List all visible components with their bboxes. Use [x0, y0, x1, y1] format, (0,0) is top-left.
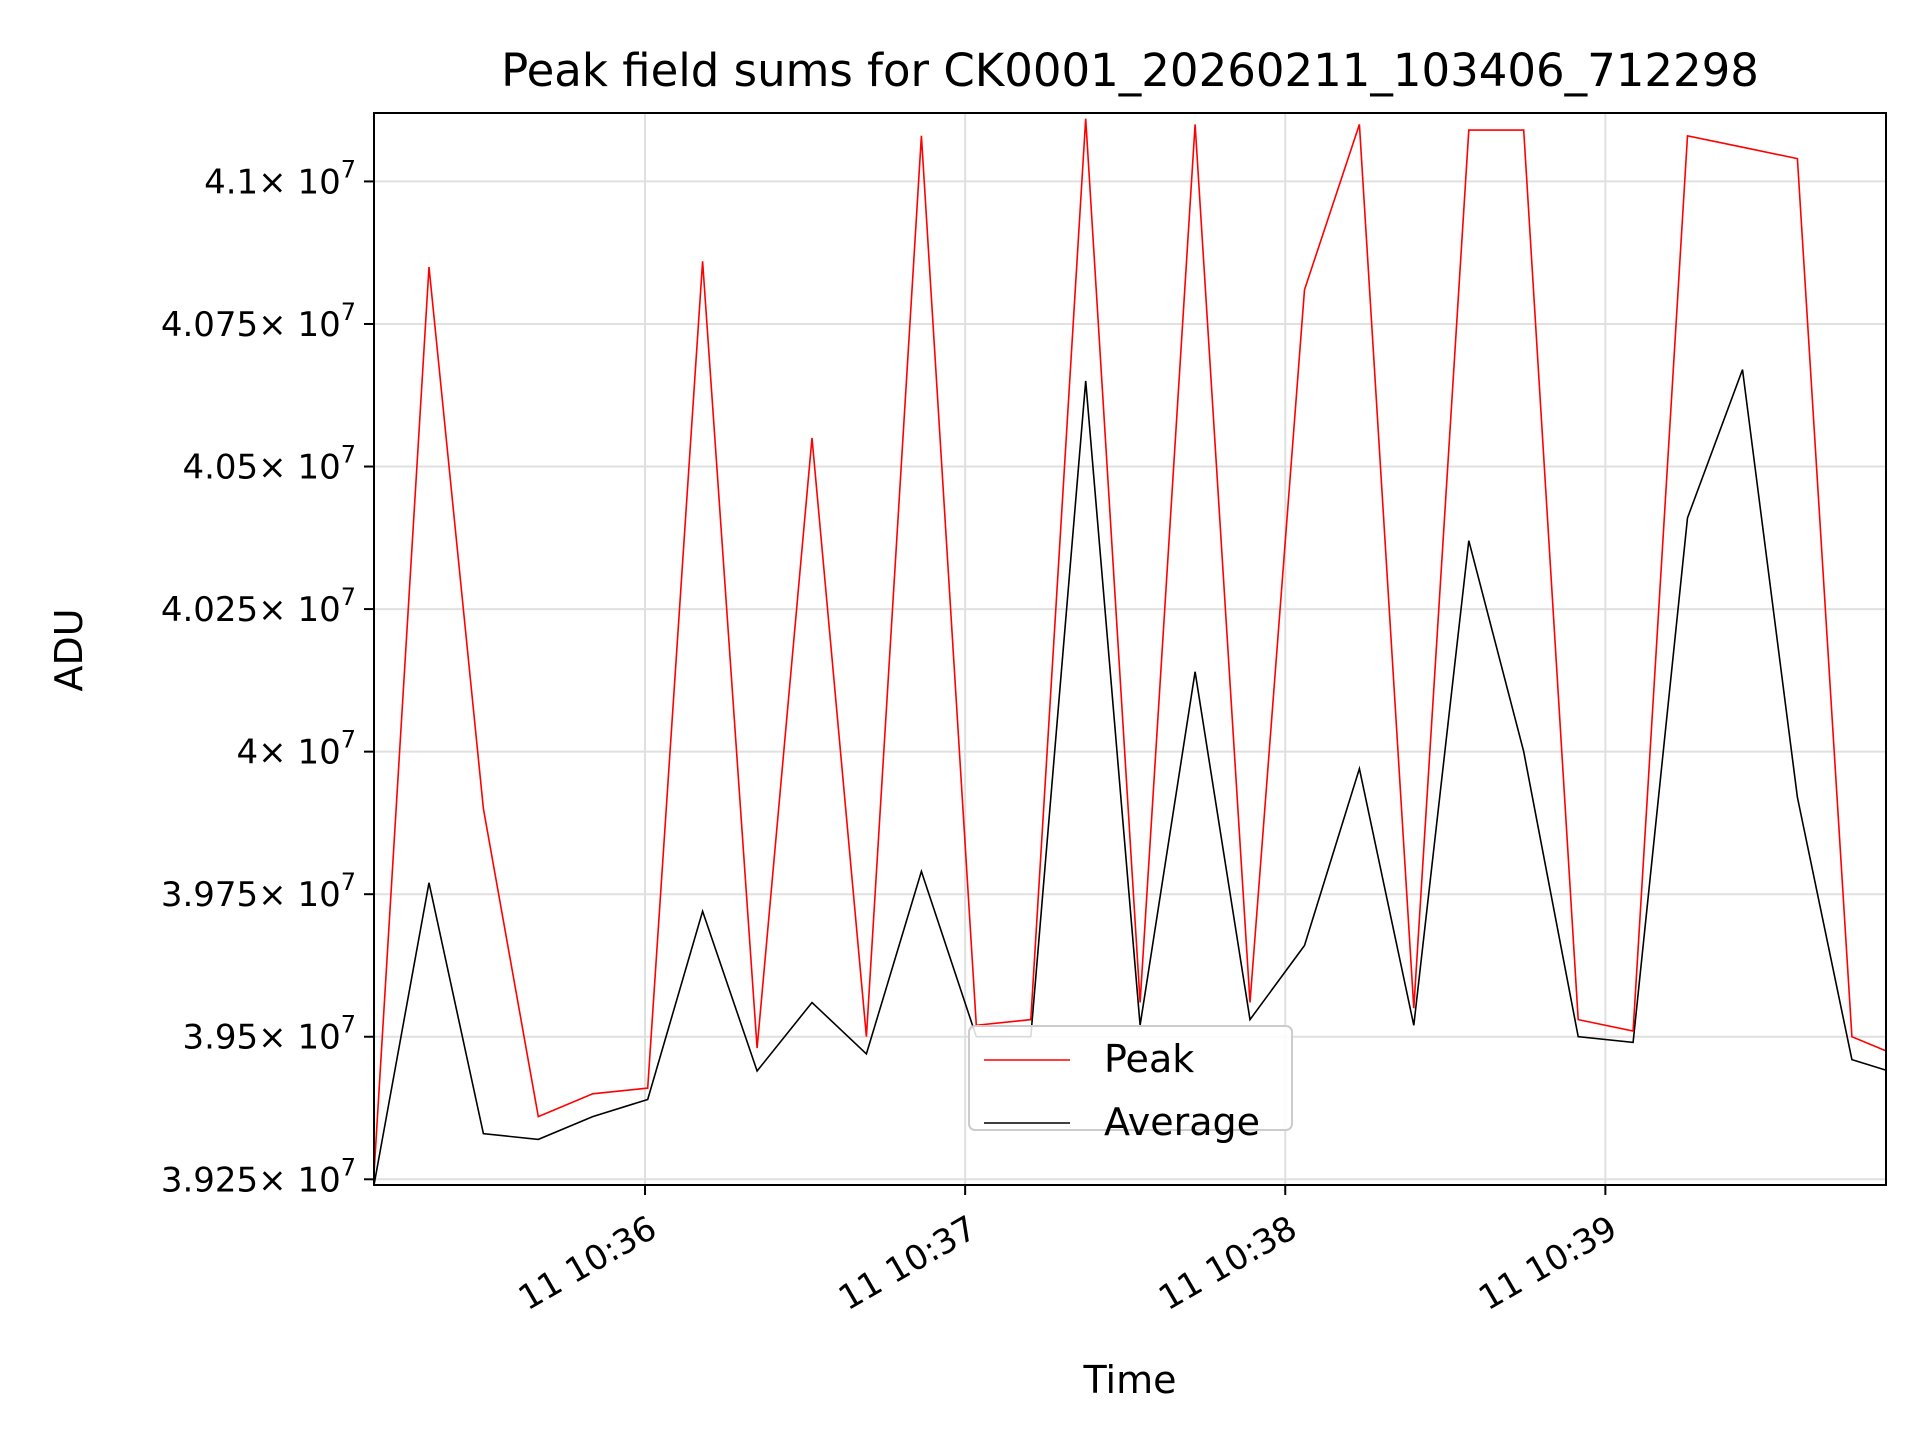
- y-tick-label: 4× 107: [237, 726, 356, 773]
- x-axis-label: Time: [1083, 1358, 1177, 1402]
- plot-area-frame: [373, 112, 1887, 1186]
- legend-average-label: Average: [1104, 1100, 1260, 1144]
- y-tick-label: 4.1× 107: [204, 155, 356, 202]
- series-line-peak: [374, 118, 1886, 1174]
- y-tick-label: 3.975× 107: [161, 868, 356, 915]
- chart-title: Peak field sums for CK0001_20260211_1034…: [501, 44, 1759, 97]
- y-axis-label: ADU: [47, 608, 91, 691]
- y-tick-label: 4.075× 107: [161, 298, 356, 345]
- series-line-average: [374, 369, 1886, 1185]
- y-tick-label: 3.95× 107: [182, 1011, 356, 1058]
- legend[interactable]: Peak Average: [968, 1025, 1293, 1144]
- legend-box: [968, 1025, 1293, 1131]
- y-tick-label: 4.05× 107: [182, 441, 356, 488]
- series-layer: [374, 118, 1886, 1185]
- y-tick-label: 3.925× 107: [161, 1153, 356, 1200]
- legend-peak-label: Peak: [1104, 1037, 1194, 1081]
- y-tick-label: 4.025× 107: [161, 583, 356, 630]
